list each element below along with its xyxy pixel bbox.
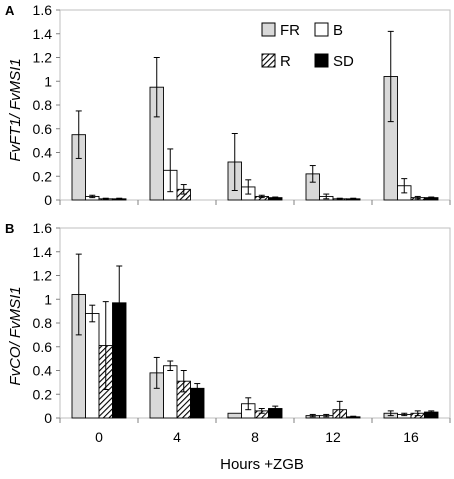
panel-a-ytick-label: 0 <box>44 192 52 208</box>
panel-b-label: B <box>5 221 14 236</box>
legend-swatch-fr <box>261 22 276 37</box>
legend: FR B R SD <box>261 22 354 70</box>
legend-swatch-r <box>261 53 276 68</box>
panel-b-plot: 0 0.2 0.4 0.6 0.8 1 1.2 1.4 1.6 0 4 8 12 16 <box>33 220 451 445</box>
panel-a-label: A <box>5 3 15 18</box>
legend-swatch-sd <box>314 53 329 68</box>
panel-b-ytick-label: 1 <box>44 291 52 307</box>
panel-a-ytick-label: 1.4 <box>33 26 53 42</box>
legend-label-b: B <box>333 22 343 39</box>
x-tick-label: 16 <box>403 429 419 445</box>
panel-b-ytick-label: 1.6 <box>33 220 53 236</box>
legend-label-fr: FR <box>280 22 300 39</box>
panel-a-ytick-label: 1 <box>44 73 52 89</box>
panel-b-ytick-label: 0.2 <box>33 386 53 402</box>
panel-a-ytick-label: 1.2 <box>33 50 53 66</box>
bar-b-b-4 <box>163 365 178 419</box>
panel-a-plot: 0 0.2 0.4 0.6 0.8 1 1.2 1.4 1.6 <box>33 2 451 208</box>
panel-b-ytick-label: 0.6 <box>33 339 53 355</box>
panel-b-ytick-label: 1.4 <box>33 244 53 260</box>
x-tick-label: 12 <box>325 429 341 445</box>
legend-label-r: R <box>280 53 291 70</box>
x-tick-label: 4 <box>173 429 181 445</box>
panel-b-ytick-label: 0 <box>44 410 52 426</box>
panel-b-ylabel: FvCO/ FvMSI1 <box>7 286 24 385</box>
panel-b-ytick-label: 0.8 <box>33 315 53 331</box>
panel-a-ytick-label: 0.4 <box>33 145 53 161</box>
bar-b-b-0 <box>85 313 100 419</box>
x-axis-title: Hours +ZGB <box>220 456 304 473</box>
panel-a-ytick-label: 0.2 <box>33 168 53 184</box>
panel-a-ytick-label: 0.6 <box>33 121 53 137</box>
panel-a-ylabel: FvFT1/ FvMSI1 <box>7 58 24 161</box>
panel-a-ytick-label: 0.8 <box>33 97 53 113</box>
panel-b-ytick-label: 0.4 <box>33 363 53 379</box>
x-tick-label: 0 <box>95 429 103 445</box>
legend-label-sd: SD <box>333 53 354 70</box>
x-tick-label: 8 <box>251 429 259 445</box>
bar-b-fr-8 <box>227 412 242 419</box>
panel-b-ytick-label: 1.2 <box>33 268 53 284</box>
panel-a-ytick-label: 1.6 <box>33 2 53 18</box>
legend-swatch-b <box>314 22 329 37</box>
